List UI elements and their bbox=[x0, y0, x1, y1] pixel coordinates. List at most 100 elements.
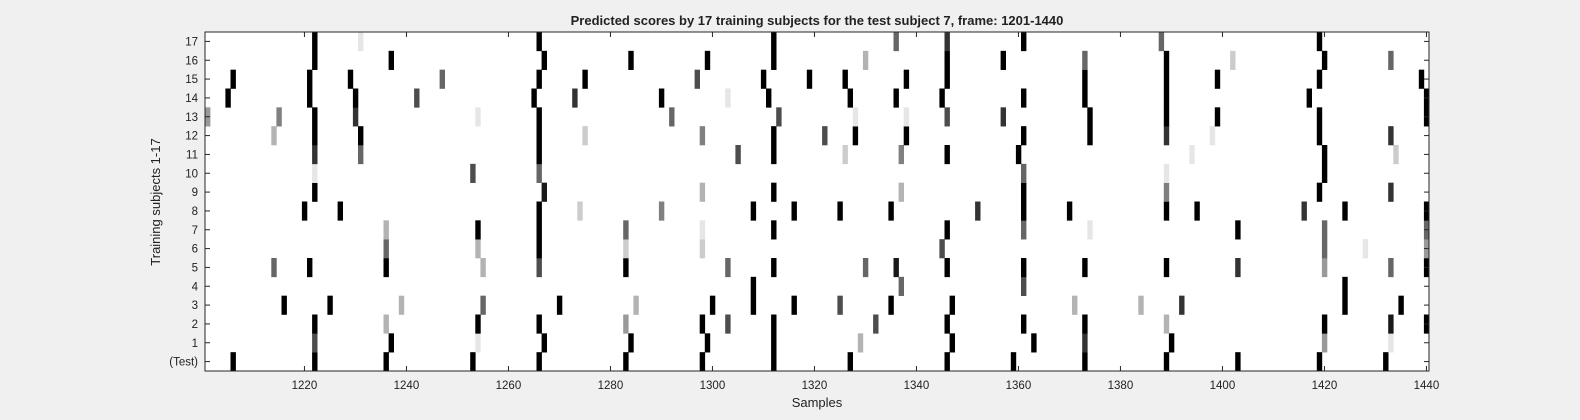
y-tick-label: 10 bbox=[185, 168, 198, 180]
heatmap-cell bbox=[766, 88, 772, 108]
heatmap-cell bbox=[1021, 182, 1027, 202]
y-tick-label: 1 bbox=[192, 338, 198, 350]
heatmap-cell bbox=[888, 295, 894, 315]
heatmap-cell bbox=[837, 201, 843, 221]
heatmap-cell bbox=[694, 69, 700, 89]
x-tick-label: 1280 bbox=[598, 380, 624, 392]
heatmap-cell bbox=[852, 107, 859, 127]
heatmap-cell bbox=[857, 333, 864, 353]
heatmap-cell bbox=[750, 201, 757, 221]
heatmap-cell bbox=[1082, 352, 1088, 372]
heatmap-cell bbox=[949, 333, 955, 353]
heatmap-cell bbox=[725, 88, 731, 108]
heatmap-cell bbox=[572, 88, 578, 108]
heatmap-cell bbox=[1000, 107, 1006, 127]
y-tick-label: 11 bbox=[186, 149, 198, 161]
heatmap-cell bbox=[358, 126, 364, 146]
heatmap-cell bbox=[806, 69, 813, 89]
heatmap-cell bbox=[1398, 295, 1404, 315]
heatmap-cell bbox=[1316, 32, 1323, 52]
heatmap-cell bbox=[903, 126, 910, 146]
heatmap-cell bbox=[541, 333, 547, 353]
heatmap-cell bbox=[312, 333, 318, 353]
y-tick-label: 3 bbox=[192, 300, 198, 312]
heatmap-cell bbox=[470, 352, 476, 372]
heatmap-cell bbox=[704, 333, 711, 353]
heatmap-cell bbox=[475, 333, 481, 353]
heatmap-cell bbox=[1388, 314, 1394, 334]
heatmap-cell bbox=[888, 201, 894, 221]
heatmap-cell bbox=[1194, 201, 1200, 221]
heatmap-cell bbox=[842, 145, 848, 165]
y-tick-label: 12 bbox=[185, 131, 198, 143]
heatmap-cell bbox=[1021, 220, 1027, 240]
heatmap-cell bbox=[944, 352, 950, 372]
heatmap-cell bbox=[301, 201, 308, 221]
heatmap-cell bbox=[628, 50, 634, 70]
y-tick-label: 6 bbox=[192, 244, 198, 256]
heatmap-cell bbox=[771, 220, 777, 240]
heatmap-cell bbox=[383, 239, 389, 259]
heatmap-cell bbox=[1321, 333, 1328, 353]
heatmap-cell bbox=[383, 220, 389, 240]
x-tick-label: 1220 bbox=[292, 380, 318, 392]
y-tick-label: 17 bbox=[185, 36, 198, 48]
y-tick-label: 15 bbox=[185, 74, 198, 86]
heatmap-cell bbox=[352, 107, 359, 127]
heatmap-cell bbox=[771, 32, 777, 52]
heatmap-cell bbox=[1163, 107, 1170, 127]
heatmap-cell bbox=[475, 220, 481, 240]
heatmap-cell bbox=[398, 295, 405, 315]
heatmap-cell bbox=[873, 314, 879, 334]
heatmap-cell bbox=[582, 69, 588, 89]
heatmap-cell bbox=[669, 107, 675, 127]
heatmap-cell bbox=[582, 126, 588, 146]
heatmap-cell bbox=[1214, 69, 1221, 89]
heatmap-cell bbox=[1316, 107, 1323, 127]
cells-layer bbox=[205, 32, 1430, 372]
heatmap-cell bbox=[312, 32, 318, 52]
plot-frame bbox=[204, 31, 1430, 372]
heatmap-cell bbox=[1321, 163, 1328, 183]
heatmap-cell bbox=[470, 163, 476, 183]
heatmap-cell bbox=[480, 295, 486, 315]
heatmap-cell bbox=[1388, 333, 1394, 353]
heatmap-cell bbox=[1082, 88, 1088, 108]
heatmap-cell bbox=[556, 295, 563, 315]
heatmap-cell bbox=[1163, 201, 1170, 221]
x-ticks: 1220 1240 1260 1280 1300 1320 1340 1360 1380 1400… bbox=[292, 32, 1439, 392]
heatmap-cell bbox=[699, 314, 706, 334]
heatmap-cell bbox=[312, 107, 318, 127]
y-axis-label: Training subjects 1-17 bbox=[148, 138, 163, 265]
heatmap-cell bbox=[623, 352, 629, 372]
heatmap-cell bbox=[1362, 239, 1369, 259]
heatmap-cell bbox=[862, 258, 869, 278]
heatmap-cell bbox=[944, 258, 950, 278]
heatmap-cell bbox=[771, 50, 777, 70]
heatmap-cell bbox=[312, 145, 318, 165]
heatmap-cell bbox=[898, 145, 904, 165]
heatmap-cell bbox=[1342, 295, 1348, 315]
heatmap-cell bbox=[791, 201, 797, 221]
heatmap-cell bbox=[536, 126, 542, 146]
heatmap-cell bbox=[1163, 69, 1170, 89]
y-tick-label: 9 bbox=[192, 187, 198, 199]
y-tick-label: 5 bbox=[192, 262, 198, 274]
heatmap-cell bbox=[281, 295, 287, 315]
x-tick-label: 1320 bbox=[802, 380, 828, 392]
heatmap-cell bbox=[760, 69, 767, 89]
heatmap-cell bbox=[1163, 182, 1170, 202]
heatmap-cell bbox=[1087, 107, 1093, 127]
heatmap-cell bbox=[944, 145, 950, 165]
heatmap-cell bbox=[388, 50, 394, 70]
heatmap-cell bbox=[536, 163, 542, 183]
heatmap-cell bbox=[1168, 333, 1175, 353]
y-tick-label: 14 bbox=[185, 93, 198, 105]
heatmap-cell bbox=[1342, 276, 1348, 296]
heatmap-cell bbox=[623, 258, 629, 278]
heatmap-cell bbox=[771, 182, 777, 202]
heatmap-cell bbox=[1388, 50, 1394, 70]
y-tick-label: 7 bbox=[192, 225, 198, 237]
heatmap-cell bbox=[1321, 145, 1328, 165]
